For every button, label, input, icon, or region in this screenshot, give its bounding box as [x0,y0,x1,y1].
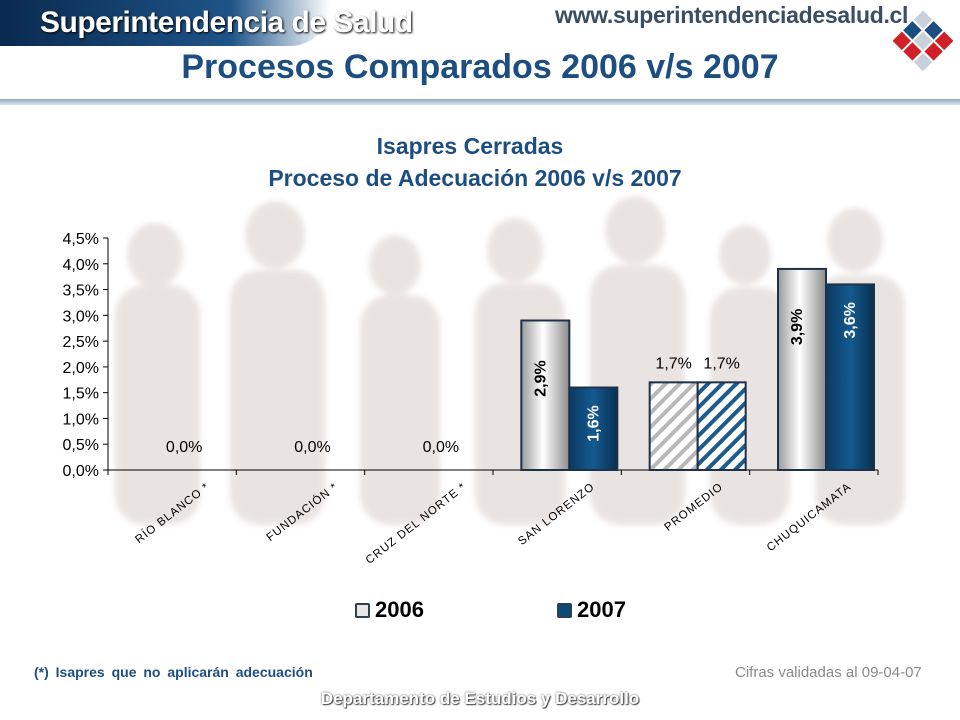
data-label-2006: 1,7% [655,355,691,372]
legend-item-2007: 2007 [557,597,626,623]
validation-date: Cifras validadas al 09-04-07 [735,664,922,681]
x-tick-label: PROMEDIO [662,481,725,534]
y-tick-label: 3,5% [63,283,99,300]
x-tick-label: FUNDACIÓN * [264,480,341,544]
bar-2006 [648,381,699,472]
y-tick-label: 1,5% [63,386,99,403]
data-label-2006: 3,9% [789,309,806,345]
title-divider [0,99,960,105]
page-title: Procesos Comparados 2006 v/s 2007 [181,48,779,86]
brand-name: Superintendencia de Salud [40,6,413,39]
data-label-2006: 2,9% [532,360,549,396]
bar-2007 [696,381,747,472]
footnote: (*) Isapres que no aplicarán adecuación [34,664,313,680]
y-tick-label: 1,0% [63,411,99,428]
data-label-2006: 0,0% [166,439,202,456]
x-tick-label: SAN LORENZO [516,481,597,548]
legend-label-2007: 2007 [577,597,626,622]
data-label-2006: 0,0% [423,439,459,456]
y-tick-label: 2,5% [63,334,99,351]
legend-swatch-2007 [557,602,572,618]
bar-2006 [777,267,827,471]
y-tick-label: 0,5% [63,437,99,454]
bar-2007 [825,283,875,471]
logo-icon [892,10,954,72]
data-label-2007: 1,6% [585,405,602,441]
y-tick-label: 3,0% [63,308,99,325]
y-tick-label: 0,0% [63,463,99,480]
x-tick-label: RÍO BLANCO * [133,480,212,546]
y-tick-label: 4,0% [63,257,99,274]
data-label-2007: 1,7% [703,355,739,372]
chart-title: Isapres Cerradas [376,133,564,159]
bar-2007 [568,386,619,471]
legend-label-2006: 2006 [375,597,424,622]
data-label-2006: 0,0% [294,439,330,456]
legend-item-2006: 2006 [355,597,424,623]
chart-subtitle: Proceso de Adecuación 2006 v/s 2007 [268,165,682,191]
data-label-2007: 3,6% [842,302,859,338]
y-tick-label: 2,0% [63,360,99,377]
department-name: Departamento de Estudios y Desarrollo [320,689,640,708]
y-tick-label: 4,5% [63,231,99,248]
x-tick-label: CRUZ DEL NORTE * [364,481,469,567]
website-url: www.superintendenciadesalud.cl [555,2,909,28]
legend-swatch-2006 [355,602,370,618]
header-bar [0,0,330,46]
x-tick-label: CHUQUICAMATA [765,481,854,554]
